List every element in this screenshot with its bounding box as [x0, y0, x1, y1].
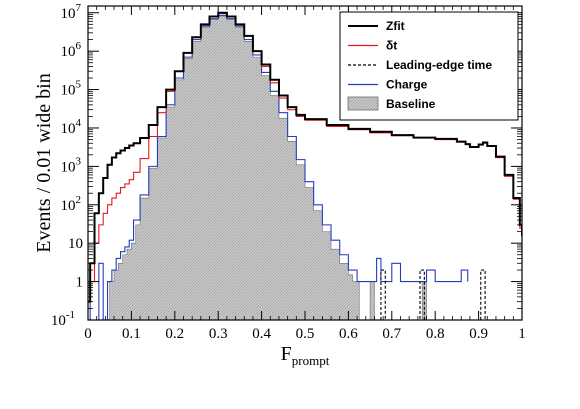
x-tick-label: 0.8 — [426, 326, 445, 342]
legend-label-zfit: Zfit — [386, 19, 405, 33]
x-axis-title-subscript: prompt — [292, 353, 330, 368]
series-leading — [380, 269, 486, 320]
y-axis-title: Events / 0.01 wide bin — [33, 73, 55, 252]
x-tick-label: 0 — [84, 326, 92, 342]
y-tick-label: 10-1 — [51, 309, 75, 329]
x-axis-title: Fprompt — [281, 343, 330, 368]
legend: Zfit δt Leading-edge time Charge Baseline — [339, 11, 519, 121]
y-tick-base: 10 — [61, 121, 76, 137]
y-tick-label: 10 — [68, 236, 83, 252]
y-tick-label: 103 — [61, 155, 82, 175]
series-zfit — [88, 11, 522, 303]
series-baseline — [90, 15, 427, 320]
y-tick-base: 10 — [51, 313, 66, 329]
legend-label-dt: δt — [386, 39, 397, 53]
y-tick-exponent: -1 — [66, 309, 75, 321]
y-tick-base: 10 — [61, 83, 76, 99]
x-axis: 0 0.1 0.2 0.3 0.4 0.5 0.6 0.7 0.8 0.9 1 — [84, 6, 526, 342]
y-tick-exponent: 7 — [76, 2, 82, 14]
x-tick-label: 0.1 — [122, 326, 141, 342]
legend-label-leading: Leading-edge time — [386, 58, 492, 72]
y-tick-base: 10 — [61, 198, 76, 214]
y-tick-label: 105 — [61, 79, 82, 99]
x-tick-label: 0.2 — [165, 326, 184, 342]
y-tick-exponent: 2 — [76, 194, 82, 206]
y-tick-label: 104 — [61, 117, 82, 137]
x-tick-label: 1 — [518, 326, 526, 342]
x-axis-title-main: F — [281, 343, 292, 365]
y-tick-label: 106 — [61, 40, 82, 60]
y-tick-label: 1 — [76, 275, 84, 291]
x-tick-label: 0.5 — [296, 326, 315, 342]
y-tick-label: 102 — [61, 194, 82, 214]
y-tick-base: 10 — [61, 44, 76, 60]
x-tick-label: 0.9 — [469, 326, 488, 342]
y-tick-label: 107 — [61, 2, 82, 22]
series-charge — [88, 14, 469, 320]
x-tick-label: 0.6 — [339, 326, 358, 342]
y-tick-exponent: 4 — [76, 117, 82, 129]
y-tick-exponent: 5 — [76, 79, 82, 91]
x-tick-label: 0.3 — [209, 326, 228, 342]
y-tick-exponent: 3 — [76, 155, 82, 167]
y-tick-base: 10 — [61, 6, 76, 22]
y-tick-exponent: 6 — [76, 40, 82, 52]
series-layer — [88, 11, 522, 320]
legend-swatch-baseline — [347, 96, 379, 111]
y-tick-base: 10 — [61, 159, 76, 175]
x-tick-label: 0.4 — [252, 326, 271, 342]
legend-label-baseline: Baseline — [386, 97, 436, 111]
legend-label-charge: Charge — [386, 78, 428, 92]
x-tick-label: 0.7 — [382, 326, 401, 342]
